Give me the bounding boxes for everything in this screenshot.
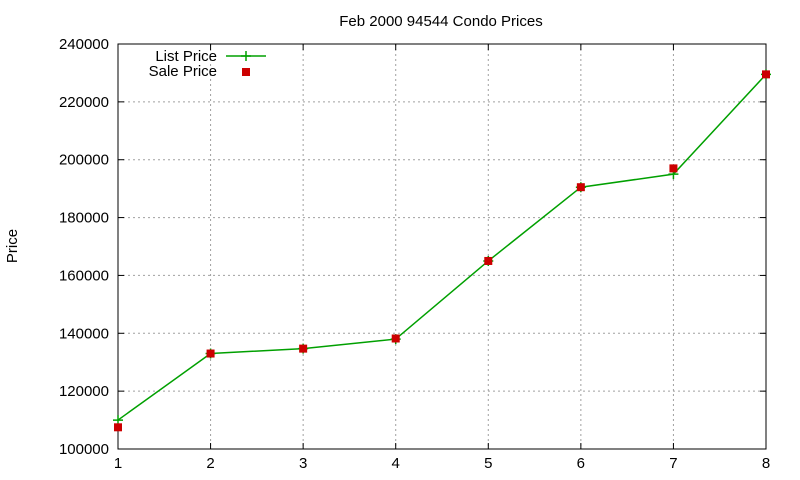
plot-frame xyxy=(117,43,767,450)
x-tick-label: 6 xyxy=(577,455,585,472)
y-axis-label: Price xyxy=(4,229,21,263)
legend-label-list-price: List Price xyxy=(155,48,217,65)
sale-price-point xyxy=(114,423,122,432)
legend-label-sale-price: Sale Price xyxy=(149,63,217,80)
y-tick-label: 120000 xyxy=(59,383,109,400)
legend-swatch-sale-price-marker xyxy=(242,68,250,76)
x-tick-label: 3 xyxy=(299,455,307,472)
sale-price-point xyxy=(484,256,493,265)
sale-price-point xyxy=(576,183,585,192)
y-tick-label: 220000 xyxy=(59,94,109,111)
series-group xyxy=(113,69,771,432)
x-tick-label: 2 xyxy=(206,455,214,472)
y-tick-label: 100000 xyxy=(59,441,109,458)
sale-price-point xyxy=(762,70,770,79)
x-tick-label: 8 xyxy=(762,455,770,472)
list-price-line xyxy=(117,73,767,421)
y-tick-label: 140000 xyxy=(59,325,109,342)
y-tick-label: 160000 xyxy=(59,267,109,284)
y-tick-label: 200000 xyxy=(59,152,109,169)
sale-price-point xyxy=(299,344,308,353)
sale-price-point xyxy=(669,164,678,173)
axis-ticks: 1 2 3 4 5 6 7 8 100000 120000 140000 160000 180000 20… xyxy=(59,36,770,472)
legend-swatch-list-price-marker xyxy=(241,51,251,61)
sale-price-point xyxy=(206,349,215,358)
legend: List Price Sale Price xyxy=(149,48,266,80)
chart-title: Feb 2000 94544 Condo Prices xyxy=(339,13,542,30)
x-tick-label: 4 xyxy=(392,455,400,472)
sale-price-point xyxy=(391,334,400,343)
grid-lines xyxy=(118,44,766,449)
y-tick-label: 240000 xyxy=(59,36,109,53)
x-tick-label: 7 xyxy=(669,455,677,472)
x-tick-label: 5 xyxy=(484,455,492,472)
x-tick-label: 1 xyxy=(114,455,122,472)
y-tick-label: 180000 xyxy=(59,210,109,227)
